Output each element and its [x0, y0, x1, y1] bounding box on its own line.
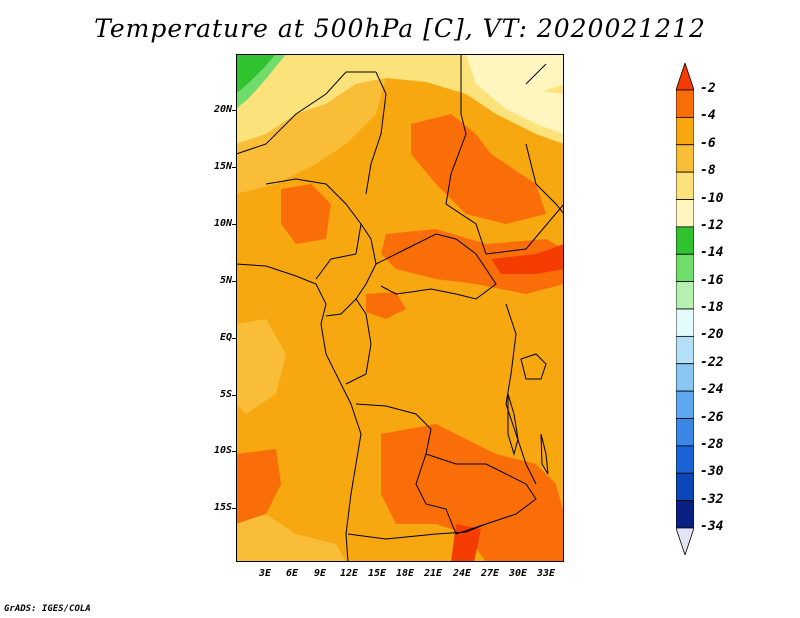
northeast-pale-zone	[476, 84, 564, 134]
colorbar-segment	[676, 500, 694, 529]
light-green-corner	[236, 54, 286, 109]
lon-label-3e: 3E	[258, 568, 272, 579]
lat-label-10s: 10S	[213, 445, 232, 456]
colorbar-segment	[676, 171, 694, 200]
border-cameroon	[325, 223, 377, 317]
colorbar-segment	[676, 281, 694, 310]
border-libya-chad	[236, 71, 376, 155]
warm-patch-east	[491, 244, 564, 274]
colorbar-bottom-arrow	[676, 527, 694, 555]
lat-tick	[232, 281, 236, 282]
lat-tick	[232, 338, 236, 339]
colorbar-tick-label: -14	[700, 245, 724, 261]
lat-label-5s: 5S	[219, 389, 232, 400]
lon-label-18e: 18E	[395, 568, 415, 579]
lon-label-9e: 9E	[313, 568, 327, 579]
colorbar-tick-label: -24	[700, 382, 724, 398]
lake-tanganyika	[507, 393, 519, 456]
equatorial-light-orange	[236, 319, 286, 414]
border-niger-chad	[365, 71, 387, 195]
colorbar-tick-label: -28	[700, 436, 724, 452]
colorbar-tick-label: -22	[700, 354, 724, 370]
border-namibia	[347, 523, 487, 540]
border-south-sudan	[485, 203, 564, 255]
colorbar-segment	[676, 199, 694, 228]
colorbar-segment	[676, 226, 694, 255]
lat-label-eq: EQ	[219, 332, 232, 343]
warm-patch-car	[381, 229, 564, 294]
lat-tick	[232, 451, 236, 452]
colorbar-tick-label: -4	[700, 108, 716, 124]
lon-label-6e: 6E	[285, 568, 299, 579]
colorbar-tick-label: -16	[700, 272, 724, 288]
colorbar-tick-label: -18	[700, 300, 724, 315]
border-nigeria	[265, 178, 362, 280]
colorbar-segment	[676, 363, 694, 392]
lon-label-24e: 24E	[452, 568, 472, 579]
lon-label-30e: 30E	[508, 568, 528, 579]
colorbar-top-arrow	[676, 63, 694, 91]
border-congo	[345, 298, 372, 385]
colorbar-tick-label: -10	[700, 190, 724, 206]
border-zambia	[425, 453, 537, 535]
northern-pale-zone	[256, 54, 564, 94]
country-boundaries	[236, 54, 564, 562]
colorbar-segment	[676, 472, 694, 502]
colorbar-tick-label: -20	[700, 327, 724, 343]
lat-label-20n: 20N	[213, 104, 232, 115]
warm-patch-congo-north	[366, 292, 406, 319]
border-east-africa	[525, 143, 564, 215]
lon-label-33e: 33E	[536, 568, 556, 579]
lat-tick	[232, 167, 236, 168]
colorbar	[676, 63, 694, 555]
lake-victoria	[520, 353, 547, 380]
colorbar-segment	[676, 253, 694, 283]
lon-label-15e: 15E	[367, 568, 387, 579]
warm-patch-south	[381, 424, 564, 562]
colorbar-segment	[676, 390, 694, 419]
southwest-light-orange	[236, 514, 346, 562]
colorbar-tick-label: -8	[700, 163, 716, 179]
coastline-west	[236, 263, 362, 562]
grads-credit: GrADS: IGES/COLA	[4, 604, 91, 614]
colorbar-segment	[676, 308, 694, 337]
map-title: Temperature at 500hPa [C], VT: 202002121…	[94, 14, 706, 43]
lat-label-5n: 5N	[219, 275, 232, 286]
warm-patch-atlantic	[236, 449, 281, 524]
colorbar-tick-label: -12	[700, 217, 724, 233]
border-drc-east	[505, 303, 537, 485]
colorbar-tick-label: -30	[700, 464, 724, 480]
lat-tick	[232, 224, 236, 225]
lat-tick	[232, 110, 236, 111]
border-car	[375, 233, 497, 300]
colorbar-segment	[676, 116, 694, 146]
lat-label-15s: 15S	[213, 502, 232, 513]
northwest-light-orange	[236, 78, 386, 194]
colorbar-segment	[676, 418, 694, 447]
lon-label-12e: 12E	[339, 568, 359, 579]
colorbar-segment	[676, 144, 694, 173]
border-chad-sudan	[445, 54, 487, 255]
warm-patch-nigeria	[281, 184, 331, 244]
red-sea-coast	[525, 63, 547, 85]
colorbar-tick-label: -2	[700, 81, 716, 96]
lake-malawi	[540, 433, 549, 475]
colorbar-segment	[676, 445, 694, 474]
temperature-map	[236, 54, 564, 562]
lat-tick	[232, 508, 236, 509]
colorbar-segment	[676, 89, 694, 118]
colorbar-tick-label: -26	[700, 409, 724, 425]
warm-patch-sudan	[411, 114, 546, 224]
colorbar-segment	[676, 335, 694, 365]
colorbar-tick-label: -32	[700, 491, 724, 507]
lon-label-21e: 21E	[423, 568, 443, 579]
lon-label-27e: 27E	[480, 568, 500, 579]
lat-tick	[232, 395, 236, 396]
colorbar-tick-label: -6	[700, 135, 716, 151]
green-corner-zone	[236, 54, 276, 94]
colorbar-tick-label: -34	[700, 519, 724, 534]
lat-label-10n: 10N	[213, 218, 232, 229]
lat-label-15n: 15N	[213, 161, 232, 172]
